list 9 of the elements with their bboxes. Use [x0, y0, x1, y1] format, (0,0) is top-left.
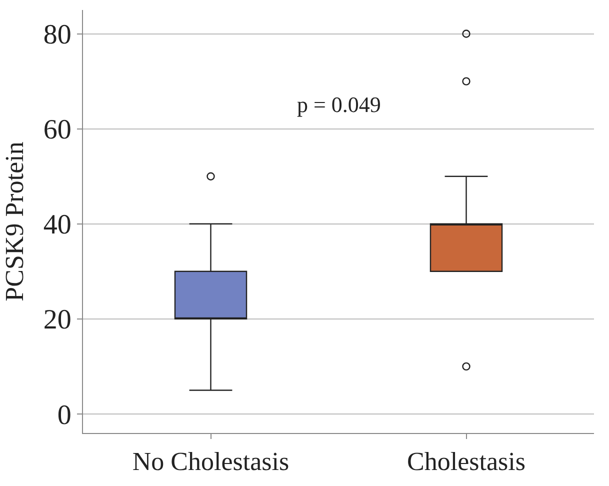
- y-tick-label: 80: [43, 20, 72, 51]
- y-tick-label: 20: [43, 304, 72, 336]
- y-axis-title: PCSK9 Protein: [0, 142, 29, 302]
- y-tick-label: 60: [43, 114, 72, 146]
- annotation: p = 0.049: [297, 92, 381, 117]
- y-tick-label: 40: [43, 210, 72, 241]
- y-tick-label: 0: [57, 400, 72, 431]
- x-tick-label: No Cholestasis: [132, 447, 290, 476]
- x-tick-label: Cholestasis: [407, 447, 526, 476]
